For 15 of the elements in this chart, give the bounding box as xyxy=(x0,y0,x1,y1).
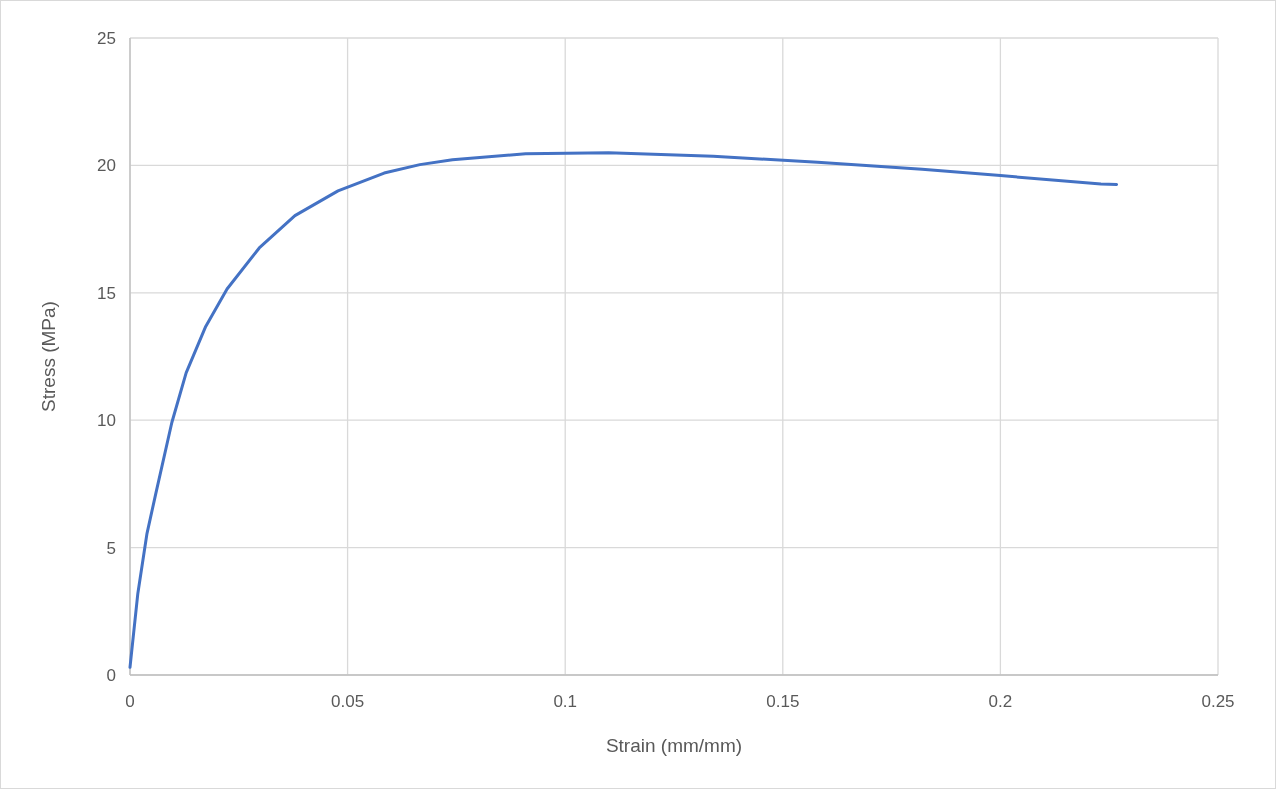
x-tick-label: 0.05 xyxy=(331,692,365,711)
y-tick-label: 0 xyxy=(106,665,116,685)
x-tick-label: 0.1 xyxy=(553,692,578,711)
y-tick-label: 5 xyxy=(106,538,116,558)
y-tick-label: 10 xyxy=(97,411,116,431)
x-tick-label: 0.15 xyxy=(766,692,800,711)
y-tick-label: 20 xyxy=(97,156,116,176)
y-axis-title: Stress (MPa) xyxy=(38,301,59,412)
line-series xyxy=(128,151,1119,669)
x-axis-title: Strain (mm/mm) xyxy=(605,735,743,756)
y-tick-label: 15 xyxy=(97,283,116,303)
x-tick-label: 0 xyxy=(125,692,135,711)
x-tick-label: 0.25 xyxy=(1201,692,1235,711)
y-tick-label: 25 xyxy=(97,28,116,48)
x-tick-label: 0.2 xyxy=(988,692,1013,711)
